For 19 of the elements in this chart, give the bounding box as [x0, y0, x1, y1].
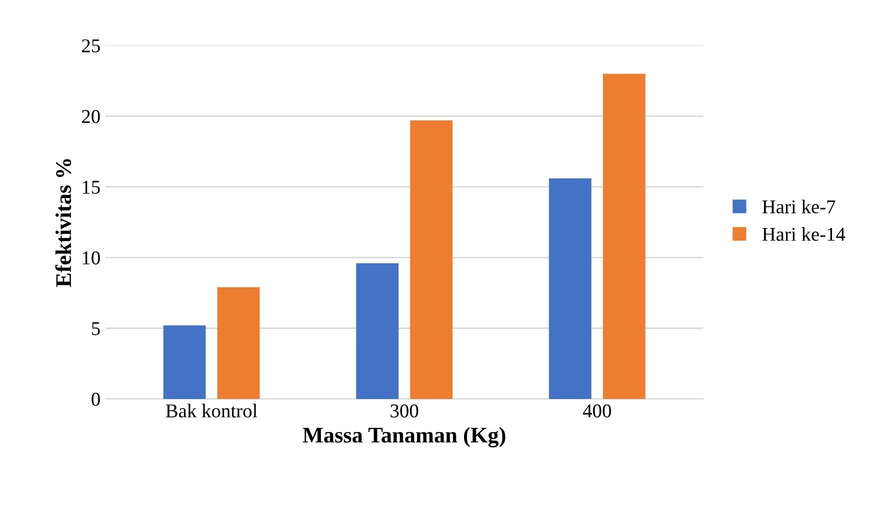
bar — [217, 287, 260, 399]
y-tick-label: 5 — [92, 322, 100, 336]
x-axis-title: Massa Tanaman (Kg) — [302, 427, 506, 448]
bar — [356, 263, 399, 399]
bar — [602, 74, 646, 399]
bar — [410, 120, 453, 399]
legend-label: Hari ke-7 — [762, 200, 836, 214]
y-axis-title: Efektivitas % — [55, 159, 72, 287]
y-tick-label: 10 — [82, 251, 100, 264]
y-tick-label: 15 — [82, 180, 100, 194]
legend-label: Hari ke-14 — [762, 227, 846, 241]
x-tick-label: 400 — [582, 404, 611, 418]
x-tick-label: Bak kontrol — [166, 404, 258, 418]
bar — [163, 325, 206, 399]
y-tick-label: 25 — [82, 39, 100, 52]
y-tick-label: 0 — [92, 392, 100, 406]
x-tick-label: 300 — [390, 404, 418, 418]
y-tick-label: 20 — [82, 110, 100, 124]
bar — [548, 178, 592, 399]
